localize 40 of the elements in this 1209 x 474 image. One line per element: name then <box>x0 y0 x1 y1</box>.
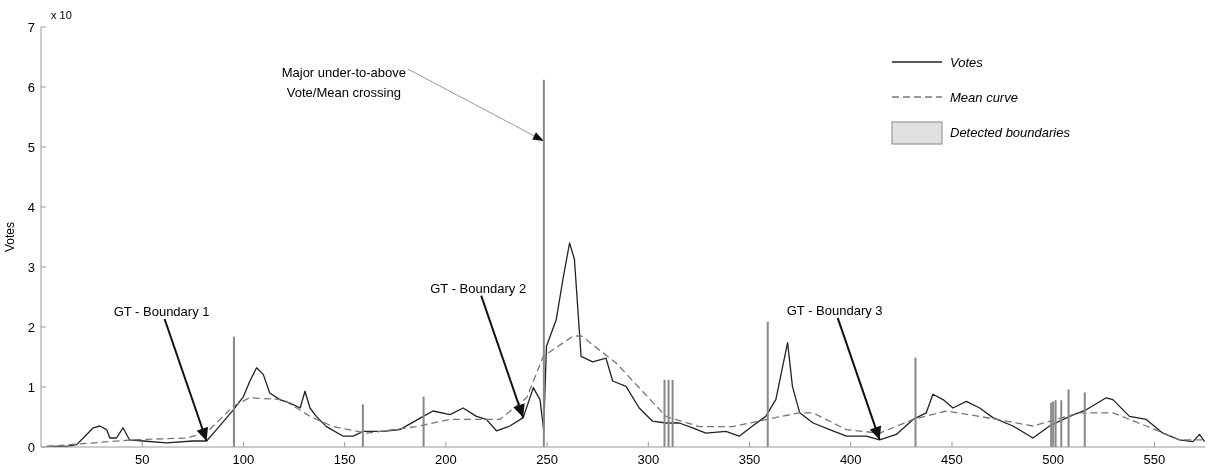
annotation: GT - Boundary 1 <box>113 304 210 319</box>
bar <box>422 396 425 447</box>
bar <box>542 79 545 447</box>
y-tick-label: 7 <box>27 20 35 35</box>
x-tick-label: 300 <box>637 452 660 467</box>
x-tick-label: 450 <box>941 452 963 467</box>
x-tick-label: 50 <box>134 452 150 467</box>
y-tick-label: 1 <box>27 380 35 395</box>
bar <box>1060 400 1063 447</box>
y-tick-label: 0 <box>27 440 35 455</box>
y-tick-label: 5 <box>27 140 35 155</box>
bar <box>1083 392 1086 447</box>
y-tick-label: 2 <box>27 320 35 335</box>
bar <box>914 357 917 447</box>
legend-label: Mean curve <box>950 90 1018 105</box>
bar <box>232 336 235 447</box>
legend-label: Detected boundaries <box>950 125 1071 140</box>
annotation: Major under-to-above Vote/Mean crossing <box>281 65 406 100</box>
x-tick-label: 100 <box>232 452 255 467</box>
text: x 10 <box>51 9 72 21</box>
bar <box>671 379 674 447</box>
x-tick-label: 350 <box>738 452 761 467</box>
annotation: GT - Boundary 2 <box>430 280 527 296</box>
bar <box>663 379 666 447</box>
x-tick-label: 200 <box>435 452 457 467</box>
annotation: GT - Boundary 3 <box>786 302 883 318</box>
y-tick-label: 6 <box>27 80 35 95</box>
y-tick-label: 4 <box>27 200 35 215</box>
x-tick-label: 550 <box>1143 452 1166 467</box>
x-tick-label: 400 <box>839 452 862 467</box>
x-tick-label: 250 <box>536 452 558 467</box>
bar <box>667 379 670 447</box>
y-axis-title: Votes <box>3 221 17 253</box>
y-tick-label: 3 <box>27 260 35 275</box>
bar <box>1067 389 1070 447</box>
x-tick-label: 500 <box>1042 452 1065 467</box>
x-tick-label: 150 <box>333 452 356 467</box>
bar <box>766 321 769 447</box>
legend-label: Votes <box>950 55 984 70</box>
bar <box>361 404 364 447</box>
